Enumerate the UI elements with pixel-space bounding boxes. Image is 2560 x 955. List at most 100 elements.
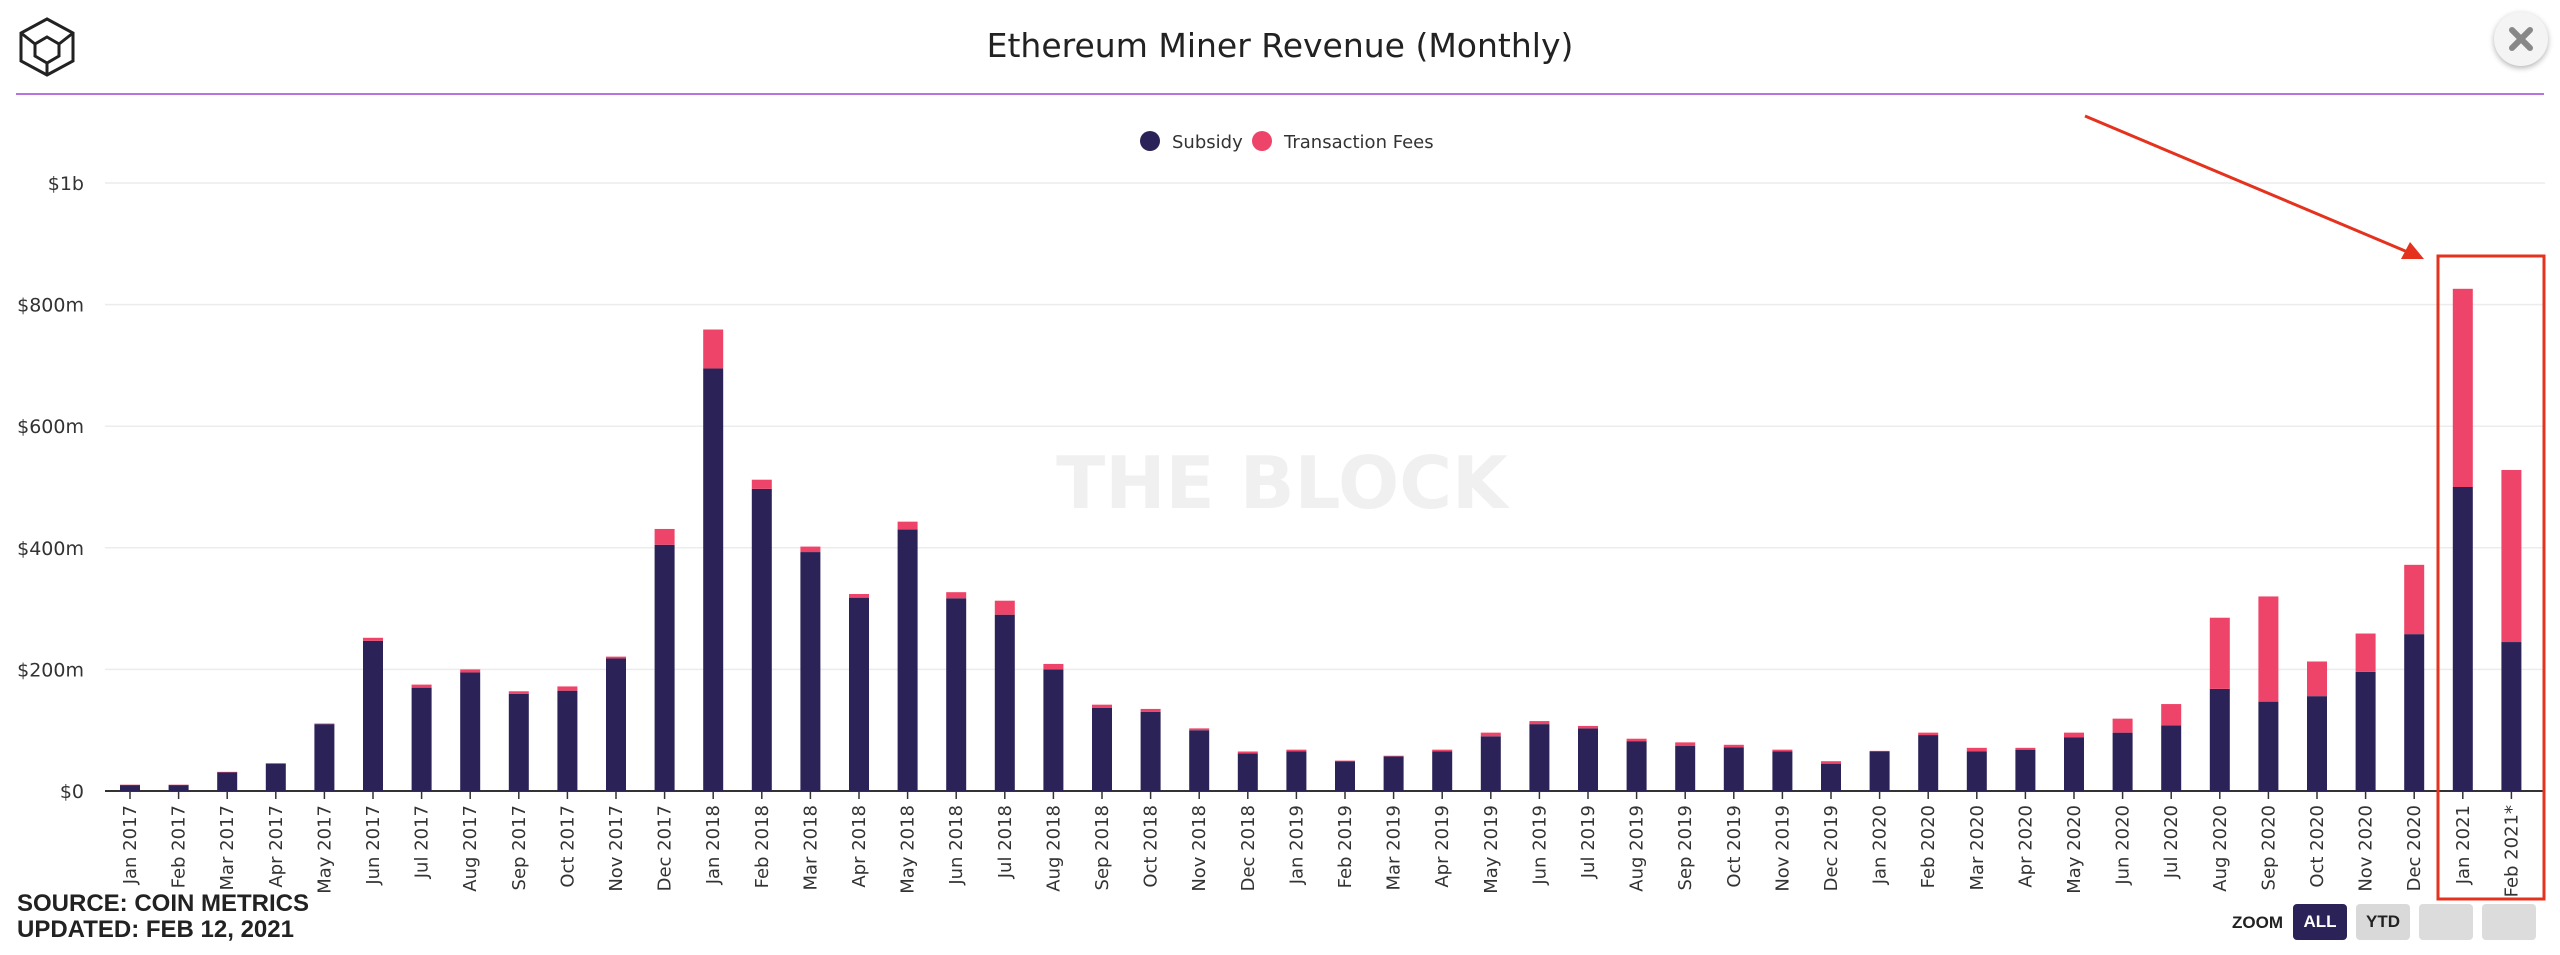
bar-subsidy	[1529, 724, 1550, 791]
bar-subsidy	[460, 672, 481, 791]
x-tick-label: Feb 2019	[1335, 805, 1356, 888]
bar-subsidy	[897, 529, 918, 791]
y-tick-label: $800m	[17, 295, 84, 317]
legend: Subsidy Transaction Fees	[1140, 131, 1434, 153]
grid-lines	[105, 182, 2545, 792]
bar-transaction-fees	[1578, 725, 1598, 729]
x-tick-label: Nov 2019	[1772, 805, 1793, 892]
legend-label: Transaction Fees	[1283, 132, 1434, 153]
x-tick-label: Mar 2017	[217, 805, 238, 891]
annotation-arrow-line	[2084, 114, 2411, 255]
bar-transaction-fees	[217, 771, 238, 773]
watermark: THE BLOCK	[1056, 441, 1510, 525]
x-tick-label: Oct 2019	[1724, 805, 1745, 888]
bar-transaction-fees	[1335, 760, 1355, 762]
x-tick-label: Aug 2018	[1043, 805, 1064, 892]
y-tick-label: $600m	[17, 416, 84, 438]
x-tick-label: Jan 2019	[1286, 805, 1307, 885]
annotation-highlight-box	[2436, 254, 2546, 901]
bar-transaction-fees	[897, 521, 918, 530]
zoom-range-button-2[interactable]	[2482, 904, 2536, 940]
cube-logo-icon	[16, 16, 78, 78]
bar-subsidy	[2501, 642, 2522, 791]
x-tick-label: Jun 2019	[1529, 805, 1550, 886]
bar-transaction-fees	[751, 479, 772, 489]
bar-transaction-fees	[2112, 718, 2133, 733]
bar-subsidy	[751, 488, 772, 791]
bar-subsidy	[411, 687, 432, 791]
bar-transaction-fees	[1189, 728, 1210, 731]
x-tick-label: Feb 2020	[1918, 805, 1939, 888]
bar-transaction-fees	[1626, 738, 1647, 742]
bar-transaction-fees	[1043, 663, 1064, 670]
bars	[120, 288, 2522, 791]
bar-transaction-fees	[1286, 749, 1307, 752]
x-tick-label: Jul 2019	[1578, 805, 1599, 879]
bar-transaction-fees	[1723, 744, 1744, 748]
bar-subsidy	[1578, 728, 1598, 791]
close-button[interactable]	[2494, 12, 2548, 66]
bar-transaction-fees	[1772, 749, 1793, 752]
bar-subsidy	[2355, 671, 2376, 791]
bar-subsidy	[1335, 761, 1355, 791]
bar-transaction-fees	[363, 637, 383, 641]
bar-transaction-fees	[1869, 750, 1890, 752]
bar-transaction-fees	[1140, 708, 1161, 712]
bar-subsidy	[2307, 696, 2327, 791]
x-tick-label: Aug 2020	[2210, 805, 2231, 892]
x-tick-label: Jul 2017	[412, 805, 433, 879]
annotation	[2084, 114, 2546, 901]
bar-subsidy	[1772, 751, 1793, 791]
x-tick-label: Dec 2019	[1821, 805, 1842, 891]
bar-subsidy	[1043, 669, 1064, 791]
bar-subsidy	[703, 368, 724, 791]
updated-text: UPDATED: FEB 12, 2021	[17, 916, 294, 943]
bar-subsidy	[654, 544, 675, 791]
bar-subsidy	[1966, 751, 1987, 791]
bar-transaction-fees	[2064, 732, 2084, 738]
bar-subsidy	[1140, 711, 1161, 791]
zoom-range-button-1[interactable]	[2419, 904, 2473, 940]
bar-transaction-fees	[460, 669, 481, 673]
zoom-ytd-button[interactable]: YTD	[2356, 904, 2410, 940]
bar-subsidy	[800, 552, 821, 791]
bar-subsidy	[1626, 741, 1647, 791]
y-tick-label: $200m	[17, 659, 84, 681]
bar-transaction-fees	[1237, 751, 1258, 754]
x-tick-label: May 2018	[898, 805, 919, 894]
bar-transaction-fees	[703, 329, 724, 369]
bar-transaction-fees	[1821, 761, 1841, 764]
x-tick-label: Mar 2020	[1967, 805, 1988, 891]
chart-title: Ethereum Miner Revenue (Monthly)	[986, 26, 1574, 65]
x-tick-label: Jun 2017	[363, 805, 384, 886]
zoom-all-button[interactable]: ALL	[2293, 904, 2347, 940]
bar-transaction-fees	[1480, 732, 1501, 737]
x-tick-label: Dec 2018	[1238, 805, 1259, 891]
bar-transaction-fees	[265, 763, 286, 764]
bar-subsidy	[2161, 725, 2182, 791]
x-tick-label: Apr 2017	[266, 805, 287, 888]
bar-transaction-fees	[2015, 747, 2036, 750]
bar-transaction-fees	[1383, 755, 1404, 757]
source-text: SOURCE: COIN METRICS	[17, 890, 310, 917]
x-tick-label: Jun 2020	[2113, 805, 2134, 886]
bar-transaction-fees	[2355, 633, 2376, 672]
x-tick-label: Jul 2020	[2161, 805, 2182, 879]
x-tick-label: May 2017	[314, 805, 335, 894]
bar-subsidy	[1237, 753, 1258, 791]
bar-subsidy	[120, 784, 140, 791]
x-tick-label: Nov 2017	[606, 805, 627, 892]
bar-transaction-fees	[314, 723, 335, 725]
bar-transaction-fees	[849, 594, 869, 598]
bar-transaction-fees	[800, 546, 821, 553]
bar-subsidy	[2209, 688, 2230, 791]
bar-transaction-fees	[1675, 742, 1696, 747]
bar-transaction-fees	[2452, 288, 2473, 487]
y-tick-label: $400m	[17, 538, 84, 560]
bar-transaction-fees	[606, 656, 626, 659]
bar-transaction-fees	[168, 784, 189, 786]
bar-transaction-fees	[994, 600, 1015, 615]
bar-transaction-fees	[1092, 704, 1112, 708]
x-tick-label: Apr 2020	[2015, 805, 2036, 888]
